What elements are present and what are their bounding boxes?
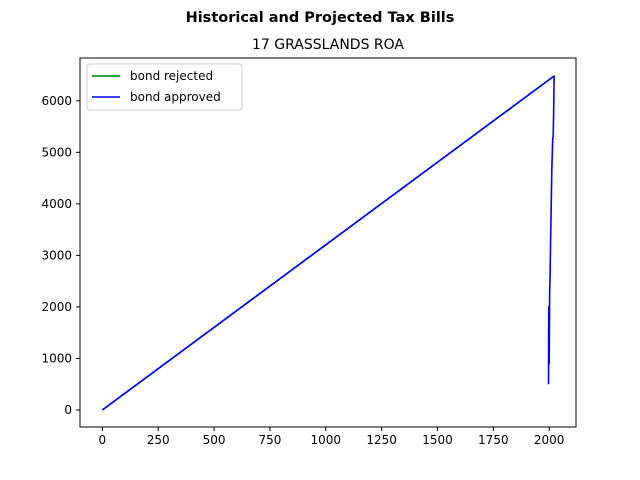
x-tick-label: 1500 [422,433,453,447]
series-line-bond-approved [101,75,555,411]
x-tick-label: 500 [203,433,226,447]
legend-box [86,63,243,111]
x-tick-label: 0 [99,433,107,447]
x-tick-label: 750 [258,433,281,447]
y-tick-label: 5000 [41,145,72,159]
y-tick-label: 2000 [41,300,72,314]
x-tick-label: 1750 [478,433,509,447]
x-tick-label: 1000 [310,433,341,447]
y-tick-label: 1000 [41,351,72,365]
legend-label-bond-rejected: bond rejected [130,69,213,83]
axes-frame [79,57,577,428]
legend-label-bond-approved: bond approved [130,90,221,104]
x-tick-label: 250 [147,433,170,447]
axis-ticks: 0 250 500 750 1000 1250 1500 1750 2000 0 1000 2000 3… [41,94,564,447]
y-tick-label: 6000 [41,94,72,108]
y-tick-label: 0 [64,403,72,417]
chart-suptitle: Historical and Projected Tax Bills [186,10,455,26]
x-tick-label: 2000 [534,433,565,447]
legend: bond rejected bond approved [86,63,243,111]
x-tick-label: 1250 [366,433,397,447]
y-tick-label: 4000 [41,197,72,211]
chart-title: 17 GRASSLANDS ROA [252,37,404,53]
y-tick-label: 3000 [41,248,72,262]
plot-area [101,75,555,411]
